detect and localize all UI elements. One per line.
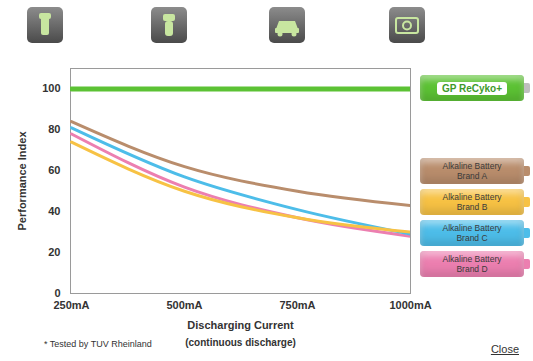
svg-text:750mA: 750mA: [279, 299, 315, 311]
html-text:Alkaline Battery Brand B: Alkaline Battery Brand B: [442, 192, 502, 212]
svg-text:Performance Index: Performance Index: [16, 131, 28, 231]
svg-text:80: 80: [48, 123, 60, 135]
html-text:Alkaline Battery Brand A: Alkaline Battery Brand A: [442, 161, 502, 181]
svg-text:0: 0: [54, 287, 60, 299]
html-text:Alkaline Battery Brand D: Alkaline Battery Brand D: [442, 254, 502, 274]
html-text:Close: Close: [490, 343, 519, 355]
svg-text:20: 20: [48, 246, 60, 258]
svg-text:1000mA: 1000mA: [389, 299, 431, 311]
html-text:* Tested by TUV Rheinland: * Tested by TUV Rheinland: [44, 339, 152, 349]
html-text:GP ReCyko+: GP ReCyko+: [441, 82, 503, 94]
svg-text:(continuous discharge): (continuous discharge): [185, 337, 296, 348]
svg-text:40: 40: [48, 205, 60, 217]
svg-text:60: 60: [48, 164, 60, 176]
svg-text:500mA: 500mA: [166, 299, 202, 311]
svg-text:Discharging Current: Discharging Current: [187, 319, 294, 331]
svg-text:100: 100: [42, 82, 60, 94]
svg-text:250mA: 250mA: [53, 299, 89, 311]
html-text:Alkaline Battery Brand C: Alkaline Battery Brand C: [442, 223, 502, 243]
